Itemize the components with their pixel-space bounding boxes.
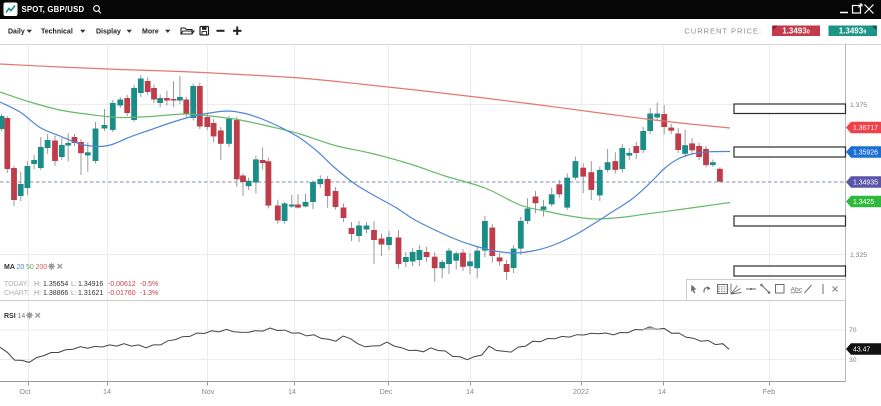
svg-text:L:: L: xyxy=(71,281,77,288)
svg-text:-0.01760: -0.01760 xyxy=(108,290,136,297)
svg-text:-0.00612: -0.00612 xyxy=(108,281,136,288)
svg-text:1.375: 1.375 xyxy=(850,102,867,109)
svg-text:CURRENT PRICE:: CURRENT PRICE: xyxy=(684,27,762,36)
svg-text:1.34930: 1.34930 xyxy=(782,26,810,35)
svg-text:Display: Display xyxy=(96,29,121,36)
svg-text:1.35654: 1.35654 xyxy=(43,281,68,288)
svg-text:1.34916: 1.34916 xyxy=(78,281,103,288)
svg-text:1.3425: 1.3425 xyxy=(853,199,874,206)
svg-text:TODAY:: TODAY: xyxy=(4,281,29,288)
svg-text:14: 14 xyxy=(103,387,111,396)
svg-text:More: More xyxy=(142,29,159,36)
svg-text:SPOT, GBP/USD: SPOT, GBP/USD xyxy=(22,5,85,14)
svg-text:-0.5%: -0.5% xyxy=(140,281,158,288)
svg-text:Daily: Daily xyxy=(8,29,25,36)
svg-text:1.34935: 1.34935 xyxy=(853,180,878,187)
svg-text:14: 14 xyxy=(658,387,666,396)
svg-text:20: 20 xyxy=(17,264,25,271)
svg-text:14: 14 xyxy=(18,313,26,320)
svg-text:50: 50 xyxy=(26,264,34,271)
svg-text:1.34939: 1.34939 xyxy=(839,26,867,35)
svg-text:1.31621: 1.31621 xyxy=(78,290,103,297)
svg-text:Oct: Oct xyxy=(19,387,30,396)
svg-text:CHART:: CHART: xyxy=(4,290,29,297)
svg-text:H:: H: xyxy=(34,281,41,288)
svg-text:L:: L: xyxy=(71,290,77,297)
svg-text:Feb: Feb xyxy=(763,387,775,396)
svg-text:200: 200 xyxy=(36,264,48,271)
svg-text:43.47: 43.47 xyxy=(853,347,870,354)
svg-text:1.36717: 1.36717 xyxy=(853,125,878,132)
svg-text:Nov: Nov xyxy=(202,387,215,396)
svg-text:2022: 2022 xyxy=(573,387,589,396)
svg-text:MA: MA xyxy=(4,264,15,271)
svg-text:14: 14 xyxy=(288,387,296,396)
svg-text:1.38866: 1.38866 xyxy=(43,290,68,297)
svg-text:1.325: 1.325 xyxy=(850,252,867,259)
svg-text:14: 14 xyxy=(466,387,474,396)
svg-text:Abc: Abc xyxy=(791,287,803,294)
svg-text:70: 70 xyxy=(849,327,857,334)
svg-text:RSI: RSI xyxy=(4,313,16,320)
svg-text:30: 30 xyxy=(849,357,857,364)
svg-text:1.35926: 1.35926 xyxy=(853,150,878,157)
svg-text:Technical: Technical xyxy=(41,29,73,36)
svg-text:H:: H: xyxy=(34,290,41,297)
svg-text:-1.3%: -1.3% xyxy=(140,290,158,297)
svg-text:Dec: Dec xyxy=(380,387,393,396)
